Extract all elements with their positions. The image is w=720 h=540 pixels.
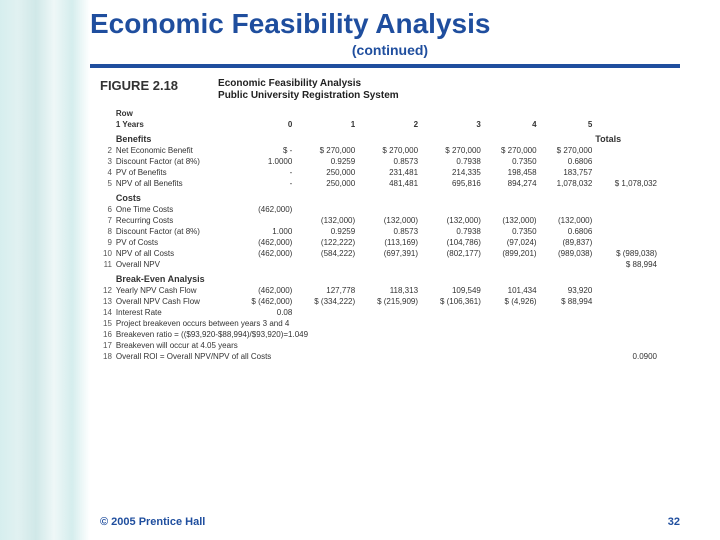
year-2: 2 — [358, 119, 421, 130]
table-row: 2Net Economic Benefit$ -$ 270,000$ 270,0… — [100, 145, 660, 156]
table-row: 4PV of Benefits-250,000231,481214,335198… — [100, 167, 660, 178]
section-costs: Costs — [116, 189, 660, 204]
section-benefits: Benefits — [116, 130, 295, 145]
years-row: 1 Years 0 1 2 3 4 5 — [100, 119, 660, 130]
table-row: 15Project breakeven occurs between years… — [100, 318, 660, 329]
year-5: 5 — [540, 119, 596, 130]
table-row: 10NPV of all Costs(462,000)(584,222)(697… — [100, 248, 660, 259]
hdr-row-label: Row — [116, 108, 233, 119]
table-row: 9PV of Costs(462,000)(122,222)(113,169)(… — [100, 237, 660, 248]
table-row: 14Interest Rate0.08 — [100, 307, 660, 318]
footer: © 2005 Prentice Hall 32 — [100, 516, 680, 528]
table-row: 17Breakeven will occur at 4.05 years — [100, 340, 660, 351]
table-row: 5NPV of all Benefits-250,000481,481695,8… — [100, 178, 660, 189]
table-row: 7Recurring Costs(132,000)(132,000)(132,0… — [100, 215, 660, 226]
footer-copyright: © 2005 Prentice Hall — [100, 516, 205, 528]
table-row: 8Discount Factor (at 8%)1.0000.92590.857… — [100, 226, 660, 237]
table-row: 6One Time Costs(462,000) — [100, 204, 660, 215]
figure-header: FIGURE 2.18 Economic Feasibility Analysi… — [100, 78, 680, 102]
hdr-totals: Totals — [595, 130, 660, 145]
slide-title: Economic Feasibility Analysis — [90, 8, 680, 40]
year-1: 1 — [295, 119, 358, 130]
year-4: 4 — [484, 119, 540, 130]
header-row: Row — [100, 108, 660, 119]
section-breakeven: Break-Even Analysis — [116, 270, 660, 285]
slide-content: Economic Feasibility Analysis (continued… — [0, 0, 720, 362]
slide-subtitle: (continued) — [100, 42, 680, 58]
table-row: 16Breakeven ratio = (($93,920-$88,994)/$… — [100, 329, 660, 340]
figure-number: FIGURE 2.18 — [100, 78, 178, 93]
table-row: 18Overall ROI = Overall NPV/NPV of all C… — [100, 351, 660, 362]
title-divider — [90, 64, 680, 68]
figure-caption-line2: Public University Registration System — [218, 90, 399, 102]
table-row: 11Overall NPV$ 88,994 — [100, 259, 660, 270]
table-row: 12Yearly NPV Cash Flow(462,000)127,77811… — [100, 285, 660, 296]
year-0: 0 — [232, 119, 295, 130]
table-row: 3Discount Factor (at 8%)1.00000.92590.85… — [100, 156, 660, 167]
analysis-table: Row 1 Years 0 1 2 3 4 5 Benefits Totals 2… — [100, 108, 660, 362]
figure-caption-line1: Economic Feasibility Analysis — [218, 78, 399, 90]
table-row: 13Overall NPV Cash Flow$ (462,000)$ (334… — [100, 296, 660, 307]
page-number: 32 — [668, 516, 680, 528]
year-3: 3 — [421, 119, 484, 130]
hdr-years: 1 Years — [116, 119, 233, 130]
